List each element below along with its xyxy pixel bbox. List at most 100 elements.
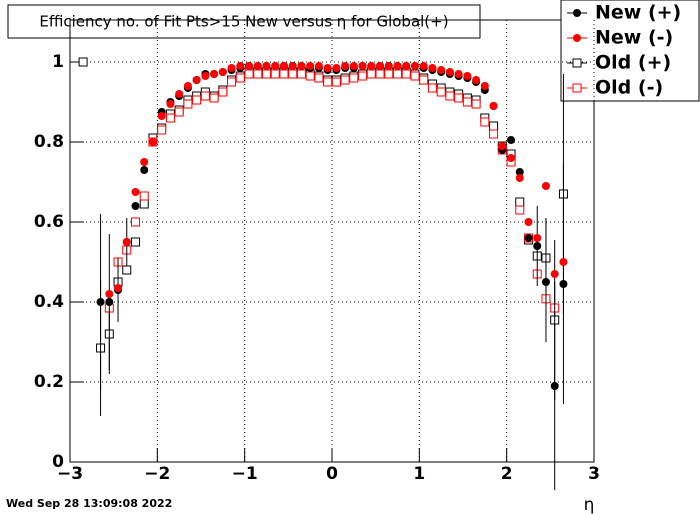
marker xyxy=(524,234,533,242)
marker xyxy=(279,69,289,79)
marker xyxy=(533,242,542,250)
marker xyxy=(271,62,280,70)
marker xyxy=(192,95,202,105)
marker xyxy=(541,182,550,190)
marker xyxy=(331,77,341,87)
marker xyxy=(131,188,140,196)
marker xyxy=(139,199,149,209)
marker xyxy=(410,71,420,81)
marker xyxy=(209,93,219,103)
x-tick-label: 2 xyxy=(501,464,513,484)
marker xyxy=(253,69,263,79)
legend-marker xyxy=(573,34,581,42)
marker xyxy=(183,82,192,90)
x-tick-label: −3 xyxy=(57,464,83,484)
marker xyxy=(489,129,499,139)
marker xyxy=(305,71,315,81)
legend-marker xyxy=(573,9,581,17)
marker xyxy=(227,64,236,72)
marker xyxy=(375,69,385,79)
marker xyxy=(192,76,201,84)
marker xyxy=(489,121,499,131)
marker xyxy=(236,62,245,70)
marker xyxy=(515,168,524,176)
marker xyxy=(174,107,184,117)
legend-label: New (-) xyxy=(595,27,673,49)
marker xyxy=(166,100,175,108)
marker xyxy=(515,205,525,215)
marker xyxy=(253,62,262,70)
marker xyxy=(183,99,193,109)
marker xyxy=(515,174,524,182)
marker xyxy=(507,136,516,144)
marker xyxy=(384,62,393,70)
marker xyxy=(218,87,228,97)
marker xyxy=(471,99,481,109)
marker xyxy=(323,77,333,87)
marker xyxy=(297,62,306,70)
marker xyxy=(401,69,411,79)
marker xyxy=(410,62,419,70)
marker xyxy=(288,69,298,79)
marker xyxy=(279,62,288,70)
chart-title: Efficiency no. of Fit Pts>15 New versus … xyxy=(39,13,448,31)
marker xyxy=(140,158,149,166)
marker xyxy=(358,71,368,81)
marker xyxy=(200,91,210,101)
legend-marker xyxy=(572,83,582,93)
marker xyxy=(296,69,306,79)
marker xyxy=(419,62,428,70)
marker xyxy=(393,69,402,79)
y-tick-label: 1 xyxy=(52,52,64,72)
marker xyxy=(550,270,559,278)
marker xyxy=(306,62,315,70)
marker xyxy=(270,69,280,79)
marker xyxy=(463,72,472,80)
marker xyxy=(366,69,376,79)
x-tick-label: −2 xyxy=(144,464,170,484)
legend-label: Old (-) xyxy=(595,77,663,99)
marker xyxy=(533,234,542,242)
marker xyxy=(376,62,385,70)
marker xyxy=(515,197,525,207)
marker xyxy=(559,280,568,288)
footer: Wed Sep 28 13:09:08 2022 xyxy=(6,497,172,510)
marker xyxy=(78,57,88,67)
marker xyxy=(165,113,175,123)
marker xyxy=(105,290,114,298)
marker xyxy=(157,125,167,135)
marker xyxy=(445,91,455,101)
marker xyxy=(341,62,350,70)
marker xyxy=(175,90,184,98)
marker xyxy=(524,218,533,226)
x-axis-label: η xyxy=(584,495,595,514)
y-tick-label: 0.2 xyxy=(34,372,64,392)
marker xyxy=(245,62,254,70)
marker xyxy=(480,82,489,90)
x-tick-label: 0 xyxy=(326,464,338,484)
marker xyxy=(244,69,254,79)
marker xyxy=(550,382,559,390)
marker xyxy=(507,154,516,162)
marker xyxy=(105,298,114,306)
marker xyxy=(498,142,507,150)
y-tick-label: 0 xyxy=(52,452,64,472)
marker xyxy=(489,102,498,110)
marker xyxy=(332,64,341,72)
marker xyxy=(436,87,446,97)
marker xyxy=(314,62,323,70)
marker xyxy=(367,62,376,70)
marker xyxy=(462,97,472,107)
marker xyxy=(210,70,219,78)
marker xyxy=(541,278,550,286)
x-tick-label: −1 xyxy=(232,464,258,484)
marker xyxy=(340,75,350,85)
marker xyxy=(96,298,105,306)
marker xyxy=(122,238,131,246)
marker xyxy=(131,217,140,227)
marker xyxy=(235,73,245,83)
title-box xyxy=(7,4,481,39)
y-tick-label: 0.4 xyxy=(34,292,64,312)
marker xyxy=(122,265,132,275)
